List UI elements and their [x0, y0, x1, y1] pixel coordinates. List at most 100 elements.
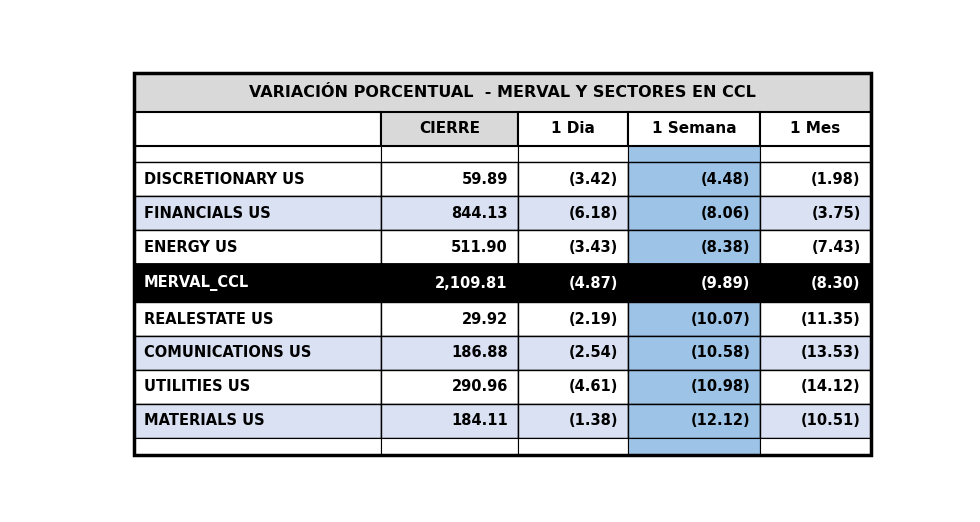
Bar — [628, 196, 760, 230]
Bar — [628, 370, 760, 404]
Bar — [628, 437, 760, 455]
Bar — [134, 112, 381, 146]
Bar — [134, 196, 381, 230]
Text: (12.12): (12.12) — [691, 413, 751, 428]
Bar — [760, 112, 870, 146]
Bar — [517, 146, 628, 162]
Bar — [517, 370, 628, 404]
Text: (4.61): (4.61) — [568, 379, 618, 394]
Text: (3.43): (3.43) — [568, 240, 618, 255]
Bar — [517, 302, 628, 336]
Text: MATERIALS US: MATERIALS US — [144, 413, 265, 428]
Bar — [381, 162, 517, 196]
Bar — [134, 302, 381, 336]
Bar — [628, 146, 760, 162]
Text: 1 Mes: 1 Mes — [790, 121, 841, 136]
Bar — [381, 146, 517, 162]
Text: COMUNICATIONS US: COMUNICATIONS US — [144, 346, 311, 360]
Text: UTILITIES US: UTILITIES US — [144, 379, 250, 394]
Text: 1 Semana: 1 Semana — [652, 121, 736, 136]
Bar — [628, 264, 760, 302]
Bar — [517, 162, 628, 196]
Text: (7.43): (7.43) — [811, 240, 860, 255]
Bar — [134, 162, 381, 196]
Text: (9.89): (9.89) — [701, 276, 751, 291]
Bar — [628, 336, 760, 370]
Text: (14.12): (14.12) — [801, 379, 860, 394]
Bar — [134, 230, 381, 264]
Bar — [760, 196, 870, 230]
Text: (1.98): (1.98) — [811, 172, 860, 187]
Bar — [760, 370, 870, 404]
Text: 2,109.81: 2,109.81 — [435, 276, 508, 291]
Bar — [628, 230, 760, 264]
Bar — [381, 264, 517, 302]
Bar — [134, 264, 381, 302]
Bar — [381, 404, 517, 437]
Bar — [760, 264, 870, 302]
Text: 290.96: 290.96 — [452, 379, 508, 394]
Text: (4.87): (4.87) — [568, 276, 618, 291]
Text: (1.38): (1.38) — [568, 413, 618, 428]
Bar — [517, 336, 628, 370]
Text: (10.07): (10.07) — [691, 312, 751, 326]
Text: (4.48): (4.48) — [701, 172, 751, 187]
Bar — [760, 146, 870, 162]
Text: (10.98): (10.98) — [691, 379, 751, 394]
Text: REALESTATE US: REALESTATE US — [144, 312, 273, 326]
Text: (11.35): (11.35) — [801, 312, 860, 326]
Text: (2.54): (2.54) — [568, 346, 618, 360]
Bar — [760, 162, 870, 196]
Bar — [381, 370, 517, 404]
Bar — [381, 196, 517, 230]
Bar — [381, 112, 517, 146]
Bar — [760, 336, 870, 370]
Text: (2.19): (2.19) — [568, 312, 618, 326]
Text: (13.53): (13.53) — [801, 346, 860, 360]
Text: 184.11: 184.11 — [451, 413, 508, 428]
Bar — [134, 336, 381, 370]
Text: MERVAL_CCL: MERVAL_CCL — [144, 275, 249, 291]
Bar — [381, 230, 517, 264]
Bar — [517, 437, 628, 455]
Bar — [381, 336, 517, 370]
Bar — [628, 162, 760, 196]
Bar — [134, 404, 381, 437]
Text: VARIACIÓN PORCENTUAL  - MERVAL Y SECTORES EN CCL: VARIACIÓN PORCENTUAL - MERVAL Y SECTORES… — [249, 85, 756, 100]
Bar — [628, 404, 760, 437]
Text: (6.18): (6.18) — [568, 206, 618, 221]
Bar — [517, 404, 628, 437]
Bar — [628, 302, 760, 336]
Bar — [134, 437, 381, 455]
Text: 29.92: 29.92 — [462, 312, 508, 326]
Text: 511.90: 511.90 — [451, 240, 508, 255]
Bar — [760, 437, 870, 455]
Bar — [134, 73, 870, 112]
Text: (8.38): (8.38) — [701, 240, 751, 255]
Bar — [517, 196, 628, 230]
Bar — [381, 437, 517, 455]
Text: 186.88: 186.88 — [451, 346, 508, 360]
Text: DISCRETIONARY US: DISCRETIONARY US — [144, 172, 305, 187]
Bar — [134, 146, 381, 162]
Text: 1 Dia: 1 Dia — [551, 121, 595, 136]
Text: CIERRE: CIERRE — [418, 121, 480, 136]
Bar — [517, 264, 628, 302]
Bar — [381, 302, 517, 336]
Text: (3.75): (3.75) — [811, 206, 860, 221]
Bar — [628, 112, 760, 146]
Text: (8.06): (8.06) — [701, 206, 751, 221]
Bar — [760, 404, 870, 437]
Text: ENERGY US: ENERGY US — [144, 240, 237, 255]
Text: FINANCIALS US: FINANCIALS US — [144, 206, 270, 221]
Bar — [134, 370, 381, 404]
Bar — [760, 230, 870, 264]
Text: 59.89: 59.89 — [462, 172, 508, 187]
Bar — [760, 302, 870, 336]
Bar — [517, 112, 628, 146]
Bar — [517, 230, 628, 264]
Text: 844.13: 844.13 — [452, 206, 508, 221]
Text: (10.58): (10.58) — [691, 346, 751, 360]
Text: (3.42): (3.42) — [568, 172, 618, 187]
Text: (10.51): (10.51) — [801, 413, 860, 428]
